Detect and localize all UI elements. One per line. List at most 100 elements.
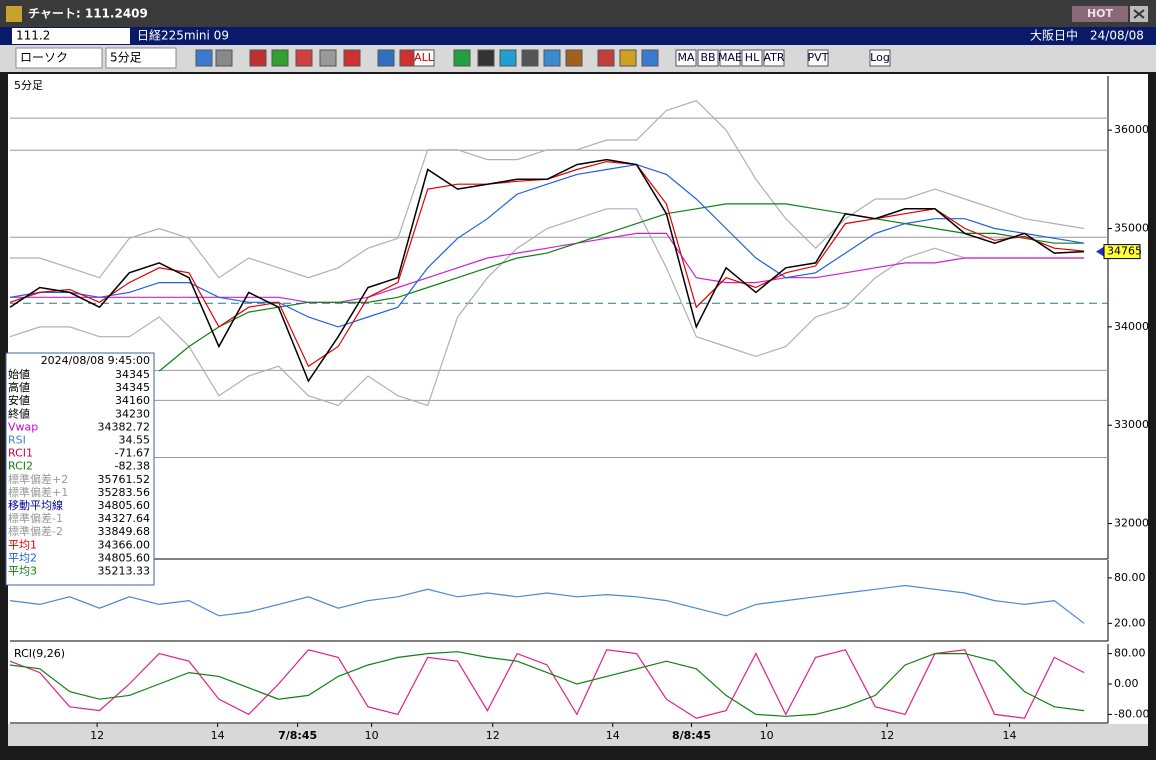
tool-button[interactable] bbox=[719, 49, 741, 67]
info-value: 34327.64 bbox=[98, 512, 151, 525]
tool-icon[interactable] bbox=[521, 49, 539, 67]
info-value: 35761.52 bbox=[98, 473, 151, 486]
tool-button[interactable] bbox=[763, 49, 785, 67]
tool-icon[interactable] bbox=[619, 49, 637, 67]
tool-button[interactable] bbox=[675, 49, 697, 67]
info-label: RCI1 bbox=[8, 447, 33, 460]
info-label: 終値 bbox=[8, 406, 30, 420]
tool-icon[interactable] bbox=[597, 49, 615, 67]
tool-icon[interactable] bbox=[543, 49, 561, 67]
info-value: 35283.56 bbox=[98, 486, 151, 499]
tool-icon[interactable] bbox=[271, 49, 289, 67]
y-tick-label: 80.00 bbox=[1114, 647, 1146, 660]
tool-button-label: ALL bbox=[414, 51, 435, 64]
instrument: 日経225mini 09 bbox=[137, 29, 229, 43]
x-tick-label: 12 bbox=[486, 729, 500, 742]
info-value: 34345 bbox=[115, 381, 150, 394]
session: 大阪日中 bbox=[1030, 28, 1078, 43]
y-tick-label: 32000 bbox=[1114, 517, 1149, 530]
x-tick-label: 14 bbox=[1003, 729, 1017, 742]
tool-icon[interactable] bbox=[343, 49, 361, 67]
tool-button[interactable] bbox=[413, 49, 435, 67]
info-label: 移動平均線 bbox=[8, 498, 63, 512]
hot-badge-text: HOT bbox=[1087, 7, 1114, 20]
tool-button[interactable] bbox=[807, 49, 829, 67]
tool-button[interactable] bbox=[741, 49, 763, 67]
y-tick-label: 36000 bbox=[1114, 123, 1149, 136]
info-value: 34805.60 bbox=[98, 499, 151, 512]
app-icon bbox=[6, 6, 22, 22]
tool-button-label: Log bbox=[870, 51, 890, 64]
tool-button-label: HL bbox=[745, 51, 760, 64]
tool-icon[interactable] bbox=[453, 49, 471, 67]
hot-badge[interactable] bbox=[1072, 6, 1128, 22]
y-tick-label: 34000 bbox=[1114, 320, 1149, 333]
info-label: Vwap bbox=[8, 420, 38, 433]
tool-button-label: MA bbox=[677, 51, 694, 64]
tool-button-label: BB bbox=[700, 51, 715, 64]
info-bar bbox=[0, 27, 1156, 45]
info-value: 33849.68 bbox=[98, 525, 151, 538]
tool-icon[interactable] bbox=[215, 49, 233, 67]
chart-area bbox=[8, 74, 1148, 724]
interval-text: 5分足 bbox=[110, 51, 142, 65]
x-tick-label: 14 bbox=[211, 729, 225, 742]
info-label: 平均1 bbox=[8, 538, 37, 551]
info-value: 34230 bbox=[115, 407, 150, 420]
info-value: 34160 bbox=[115, 394, 150, 407]
info-label: 平均3 bbox=[8, 565, 37, 578]
series-line bbox=[10, 232, 1085, 303]
info-label: 標準偏差+1 bbox=[8, 485, 68, 499]
info-value: 35213.33 bbox=[98, 565, 151, 578]
info-value: 34382.72 bbox=[98, 420, 151, 433]
y-tick-label: 0.00 bbox=[1114, 677, 1139, 690]
tool-icon[interactable] bbox=[499, 49, 517, 67]
series-line bbox=[10, 99, 1085, 279]
info-box bbox=[5, 352, 155, 586]
info-label: 標準偏差+2 bbox=[8, 472, 68, 486]
tool-icon[interactable] bbox=[295, 49, 313, 67]
info-label: 標準偏差-1 bbox=[8, 511, 63, 525]
panel-title: 5分足 bbox=[14, 79, 43, 92]
y-tick-label: 20.00 bbox=[1114, 616, 1146, 629]
x-tick-label: 10 bbox=[760, 729, 774, 742]
tool-icon[interactable] bbox=[565, 49, 583, 67]
x-tick-label: 12 bbox=[880, 729, 894, 742]
tool-icon[interactable] bbox=[195, 49, 213, 67]
x-axis-band bbox=[8, 724, 1148, 746]
tool-button[interactable] bbox=[697, 49, 719, 67]
y-tick-label: 80.00 bbox=[1114, 571, 1146, 584]
last-price-arrow bbox=[1096, 246, 1104, 257]
tool-button-label: MAE bbox=[718, 51, 742, 64]
info-value: 34.55 bbox=[119, 434, 151, 447]
tool-icon[interactable] bbox=[377, 49, 395, 67]
series-line bbox=[9, 158, 1085, 383]
tool-icon[interactable] bbox=[641, 49, 659, 67]
interval-select[interactable] bbox=[105, 47, 177, 69]
tool-button[interactable] bbox=[869, 49, 891, 67]
info-label: 高値 bbox=[8, 380, 30, 394]
info-label: 安値 bbox=[8, 393, 30, 407]
series-line bbox=[9, 651, 1085, 717]
x-tick-label: 14 bbox=[606, 729, 620, 742]
info-label: 平均2 bbox=[8, 551, 37, 564]
x-tick-label: 12 bbox=[90, 729, 104, 742]
tool-icon[interactable] bbox=[249, 49, 267, 67]
series-line bbox=[9, 584, 1085, 624]
tool-icon[interactable] bbox=[477, 49, 495, 67]
info-label: RCI2 bbox=[8, 460, 33, 473]
x-tick-label: 7/8:45 bbox=[278, 729, 317, 742]
info-value: 34366.00 bbox=[98, 538, 151, 551]
info-datetime: 2024/08/08 9:45:00 bbox=[41, 354, 150, 367]
info-value: 34345 bbox=[115, 368, 150, 381]
title-bar bbox=[0, 0, 1156, 27]
y-tick-label: 33000 bbox=[1114, 418, 1149, 431]
style-select[interactable] bbox=[15, 47, 103, 69]
style-text: ローソク bbox=[20, 51, 68, 65]
panel-title: RCI(9,26) bbox=[14, 647, 65, 660]
code-field[interactable] bbox=[12, 28, 130, 44]
info-value: -82.38 bbox=[115, 460, 150, 473]
last-price-box bbox=[1103, 244, 1141, 260]
tool-icon[interactable] bbox=[319, 49, 337, 67]
